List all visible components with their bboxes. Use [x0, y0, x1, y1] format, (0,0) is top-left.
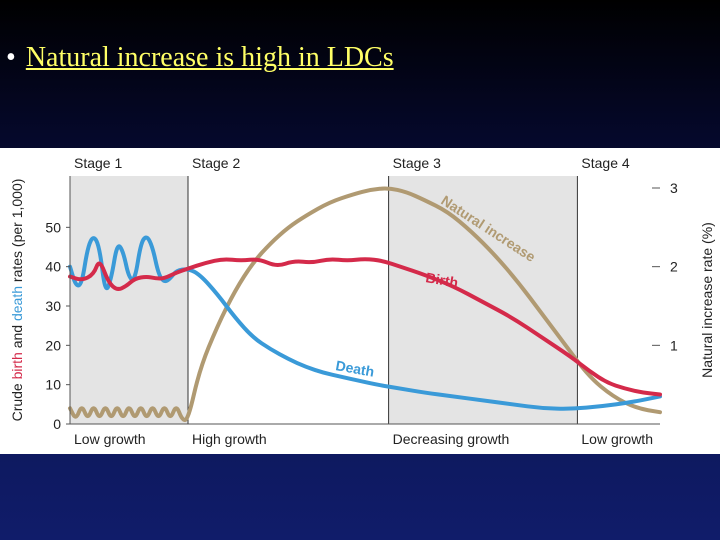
growth-label-3: Decreasing growth — [393, 431, 510, 447]
birth-line — [68, 257, 662, 397]
y-axis-label: Crude birth and death rates (per 1,000) — [9, 179, 25, 422]
birth-annotation: Birth — [424, 269, 459, 290]
right-tick-label-2: 2 — [670, 259, 678, 275]
left-tick-label-40: 40 — [45, 259, 61, 275]
slide-title: • Natural increase is high in LDCs — [6, 42, 394, 74]
slide-title-text: Natural increase is high in LDCs — [25, 42, 394, 73]
bullet-glyph: • — [6, 42, 16, 73]
left-tick-label-50: 50 — [45, 219, 61, 235]
right-tick-label-3: 3 — [670, 180, 678, 196]
death-line — [68, 235, 662, 411]
growth-label-2: High growth — [192, 431, 267, 447]
y-axis-label-birth: birth — [9, 352, 25, 379]
right-tick-label-1: 1 — [670, 337, 678, 353]
stage-label-3: Stage 3 — [393, 155, 441, 171]
stage-band-2 — [188, 176, 389, 424]
left-tick-label-0: 0 — [53, 416, 61, 432]
y-axis-label-part-5: rates (per 1,000) — [9, 179, 25, 286]
stage-band-4 — [577, 176, 660, 424]
chart-panel: 0 10 20 30 40 50 1 2 3 Stage 1 Low growth Stage 2 H… — [0, 148, 720, 454]
left-tick-label-30: 30 — [45, 298, 61, 314]
stage-band-1 — [70, 176, 188, 424]
left-tick-label-10: 10 — [45, 377, 61, 393]
natural-increase-line — [68, 186, 662, 423]
stage-label-4: Stage 4 — [581, 155, 629, 171]
y-axis-label-death: death — [9, 286, 25, 321]
y-axis-label-part-3: and — [9, 321, 25, 352]
y-axis-label-part-1: Crude — [9, 379, 25, 421]
stage-label-1: Stage 1 — [74, 155, 122, 171]
growth-label-4: Low growth — [581, 431, 653, 447]
left-tick-label-20: 20 — [45, 337, 61, 353]
death-annotation: Death — [334, 357, 375, 380]
demographic-transition-chart: 0 10 20 30 40 50 1 2 3 Stage 1 Low growth Stage 2 H… — [9, 155, 715, 447]
growth-label-1: Low growth — [74, 431, 146, 447]
right-axis-label: Natural increase rate (%) — [699, 222, 715, 378]
stage-label-2: Stage 2 — [192, 155, 240, 171]
